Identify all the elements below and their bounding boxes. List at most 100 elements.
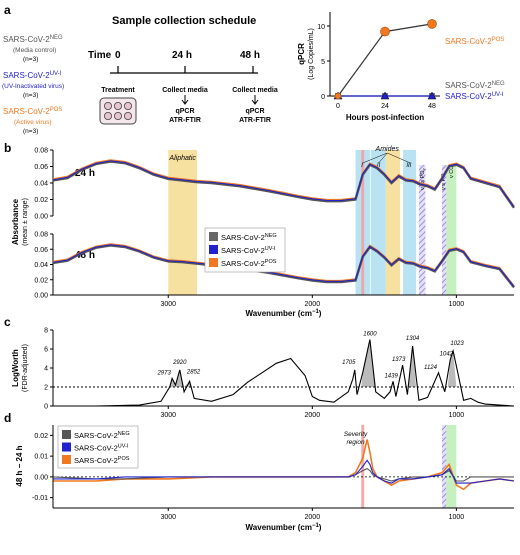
b-legend-label: SARS-CoV-2UV-I (221, 246, 276, 255)
label-co: ν CO (449, 165, 455, 178)
svg-text:(UV-Inactivated virus): (UV-Inactivated virus) (2, 83, 64, 90)
difference-chart: -0.01 0.00 0.01 0.02 3000 2000 1000 Wavenumber … (15, 425, 515, 532)
band-amide-ii-a (370, 150, 386, 295)
c-xtick-label: 1000 (449, 412, 465, 419)
ftir-2: ATR-FTIR (239, 117, 271, 124)
d-legend-swatch (62, 455, 71, 464)
d-band-vs-po2 (441, 425, 447, 508)
panel-d-letter: d (4, 411, 11, 425)
label-amide-i: I (361, 163, 363, 169)
b48-ytick-label: 0.04 (34, 262, 48, 269)
b24-ytick-label: 0.08 (34, 148, 48, 155)
amides-leader (362, 152, 411, 164)
d-legend-label: SARS-CoV-2UV-I (74, 444, 129, 453)
b24-line-uvi (52, 160, 515, 208)
c-xtick-label: 3000 (160, 412, 176, 419)
collect2-label: Collect media (232, 87, 278, 94)
panel-b-letter: b (4, 141, 11, 155)
group-pos-label: SARS-CoV-2POS (Active virus) (n=3) (3, 107, 62, 135)
svg-text:(Active virus): (Active virus) (14, 119, 52, 126)
c-ytick-label: 0 (44, 404, 48, 411)
c-shade-1304 (408, 346, 417, 387)
d-xtick-label: 3000 (160, 514, 176, 521)
c-ylabel: LogWorth (11, 349, 20, 387)
d-ytick-label: 0.01 (34, 454, 48, 461)
qpcr-ytick-label: 0 (321, 94, 325, 101)
label-aliphatic: Aliphatic (168, 155, 196, 162)
qpcr-label-pos: SARS-CoV-2POS (445, 37, 504, 46)
b48-ytick-label: 0.08 (34, 232, 48, 239)
label-amides: Amides (375, 146, 400, 153)
c-peak-label: 1042 (440, 351, 454, 357)
b24-ytick-label: 0.06 (34, 164, 48, 171)
b24-ytick-label: 0.04 (34, 181, 48, 188)
b-xtick-label: 1000 (449, 301, 465, 308)
d-xtick-label: 1000 (449, 514, 465, 521)
well-plate-icon (99, 97, 137, 125)
b-legend-swatch (209, 258, 218, 267)
c-peak-label: 1373 (392, 357, 406, 363)
c-peak-label: 1439 (384, 373, 398, 379)
band-co (446, 165, 457, 295)
band-amide-iii (403, 150, 417, 295)
b24-ytick-label: 0.00 (34, 214, 48, 221)
d-legend-label: SARS-CoV-2NEG (74, 431, 130, 440)
c-peak-label: 1705 (342, 360, 356, 366)
qpcr-1: qPCR (175, 108, 194, 115)
c-ylabel2: (FDR-adjusted) (22, 344, 29, 392)
c-peak-label: 1124 (424, 365, 438, 371)
qpcr-xtick-label: 24 (381, 103, 389, 110)
qpcr-2: qPCR (245, 108, 264, 115)
group-uvi-label: SARS-CoV-2UV-I (UV-Inactivated virus) (n… (2, 71, 64, 99)
d-band-co (446, 425, 457, 508)
qpcr-ytick-label: 10 (317, 24, 325, 31)
d-xlabel: Wavenumber (cm−1) (246, 523, 322, 532)
qpcr-xtick-label: 0 (336, 103, 340, 110)
c-peak-label: 1600 (363, 332, 377, 338)
collect1-label: Collect media (162, 87, 208, 94)
panel-c-letter: c (4, 315, 11, 329)
c-shade-1600 (361, 339, 376, 387)
qpcr-label-neg: SARS-CoV-2NEG (445, 81, 505, 90)
d-severity-label-1: Severity (344, 431, 368, 438)
timeline-label: Time (88, 50, 112, 61)
b-ylabel: Absorbance (11, 198, 20, 245)
logworth-chart: 0 2 4 6 8 3000 2000 1000 LogWorth (FDR-adjusted) 2… (11, 328, 515, 419)
c-peak-label: 1023 (450, 341, 464, 347)
c-ytick-label: 2 (44, 385, 48, 392)
qpcr-chart: 0 5 10 0 24 48 Hours post-infection qPCR (Log Co… (297, 12, 505, 122)
qpcr-point-uvi (427, 91, 437, 100)
qpcr-label-uvi: SARS-CoV-2UV-I (445, 92, 504, 101)
label-amide-ii: II (377, 163, 381, 169)
d-ytick-label: 0.02 (34, 433, 48, 440)
treatment-label: Treatment (101, 87, 135, 94)
b48-ytick-label: 0.00 (34, 293, 48, 300)
qpcr-point-pos (334, 92, 342, 100)
b-xtick-label: 2000 (305, 301, 321, 308)
svg-text:SARS-CoV-2UV-I: SARS-CoV-2UV-I (3, 71, 62, 80)
qpcr-point-uvi (380, 91, 390, 100)
qpcr-xtick-label: 48 (428, 103, 436, 110)
time-0: 0 (115, 50, 121, 61)
b24-ytick-label: 0.02 (34, 197, 48, 204)
svg-text:SARS-CoV-2POS: SARS-CoV-2POS (3, 107, 62, 116)
c-line (53, 339, 515, 407)
b48-ytick-label: 0.02 (34, 277, 48, 284)
c-ytick-label: 8 (44, 328, 48, 335)
band-severity (361, 150, 365, 295)
qpcr-xlabel: Hours post-infection (346, 113, 424, 122)
d-ytick-label: 0.00 (34, 474, 48, 481)
b-legend-box (204, 227, 286, 273)
b-xlabel: Wavenumber (cm−1) (246, 309, 322, 318)
label-amide-iii: III (406, 163, 411, 169)
svg-text:(n=3): (n=3) (23, 56, 38, 63)
schedule-title: Sample collection schedule (112, 15, 256, 27)
c-shade-1023 (447, 350, 457, 387)
svg-text:SARS-CoV-2NEG: SARS-CoV-2NEG (3, 35, 63, 44)
b-legend-label: SARS-CoV-2POS (221, 259, 277, 268)
c-peak-label: 2920 (172, 360, 187, 366)
b-legend: SARS-CoV-2NEG SARS-CoV-2UV-I SARS-CoV-2POS (204, 227, 286, 273)
qpcr-point-pos (380, 26, 390, 37)
